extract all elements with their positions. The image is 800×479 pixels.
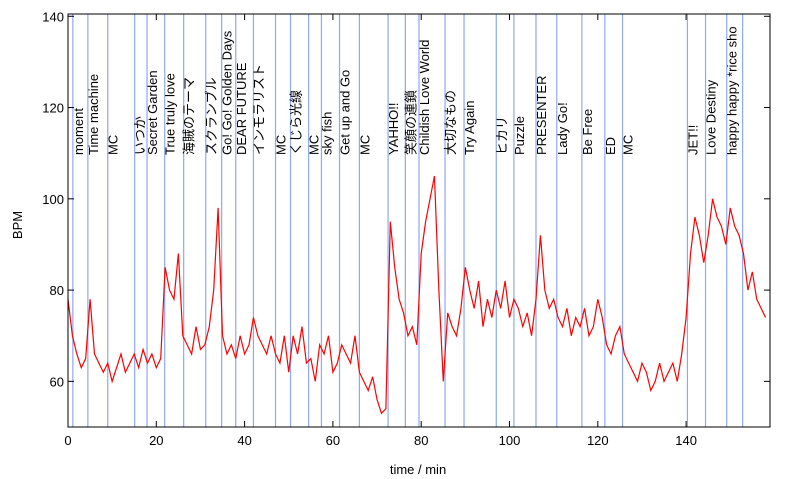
song-label: Love Destiny: [704, 79, 719, 155]
song-label: ヒカリ: [494, 116, 509, 155]
song-label: Try Again: [462, 101, 477, 155]
song-label: Be Free: [580, 109, 595, 155]
song-label: MC: [357, 135, 372, 155]
song-label: MC: [307, 135, 322, 155]
song-label: Go! Go! Golden Days: [220, 30, 235, 155]
song-label: happy happy *rice sho: [725, 26, 740, 155]
song-label: Puzzle: [512, 116, 527, 155]
x-tick-label: 60: [326, 433, 340, 448]
x-axis-label: time / min: [390, 462, 446, 477]
song-label: Get up and Go: [338, 70, 353, 155]
y-axis-label: BPM: [10, 211, 25, 239]
x-tick-label: 140: [675, 433, 697, 448]
x-tick-label: 40: [237, 433, 251, 448]
song-label: 大切なもの: [443, 90, 458, 155]
song-label: MC: [621, 135, 636, 155]
song-label: JET!!: [685, 125, 700, 155]
x-tick-label: 120: [587, 433, 609, 448]
song-label: MC: [274, 135, 289, 155]
song-label: 海賊のテーマ: [182, 77, 197, 155]
song-label: Lady Go!: [555, 102, 570, 155]
song-label: 笑顔の連鎖: [403, 90, 418, 155]
song-label: Time machine: [86, 74, 101, 155]
song-label: DEAR FUTURE: [234, 62, 249, 155]
y-tick-label: 80: [50, 283, 64, 298]
song-label: sky fish: [319, 112, 334, 155]
song-label: インモラリスト: [251, 64, 266, 155]
bpm-line: [67, 175, 767, 415]
song-label: スクランブル: [204, 77, 219, 155]
song-label: PRESENTER: [534, 76, 549, 155]
song-label: Childish Love World: [417, 40, 432, 155]
x-tick-label: 0: [64, 433, 71, 448]
y-tick-label: 60: [50, 374, 64, 389]
song-label: True truly love: [163, 73, 178, 155]
x-tick-label: 20: [149, 433, 163, 448]
song-label: moment: [71, 108, 86, 155]
song-label: YAHHO!!: [386, 103, 401, 156]
song-label: ED: [603, 137, 618, 155]
song-label: MC: [106, 135, 121, 155]
y-tick-label: 100: [42, 192, 64, 207]
song-label: Secret Garden: [145, 70, 160, 155]
song-label: いつか: [133, 116, 148, 155]
y-tick-label: 120: [42, 101, 64, 116]
song-label: くじら光線: [289, 90, 304, 155]
y-tick-label: 140: [42, 9, 64, 24]
x-tick-label: 100: [499, 433, 521, 448]
x-tick-label: 80: [414, 433, 428, 448]
plot-frame: [67, 13, 771, 428]
